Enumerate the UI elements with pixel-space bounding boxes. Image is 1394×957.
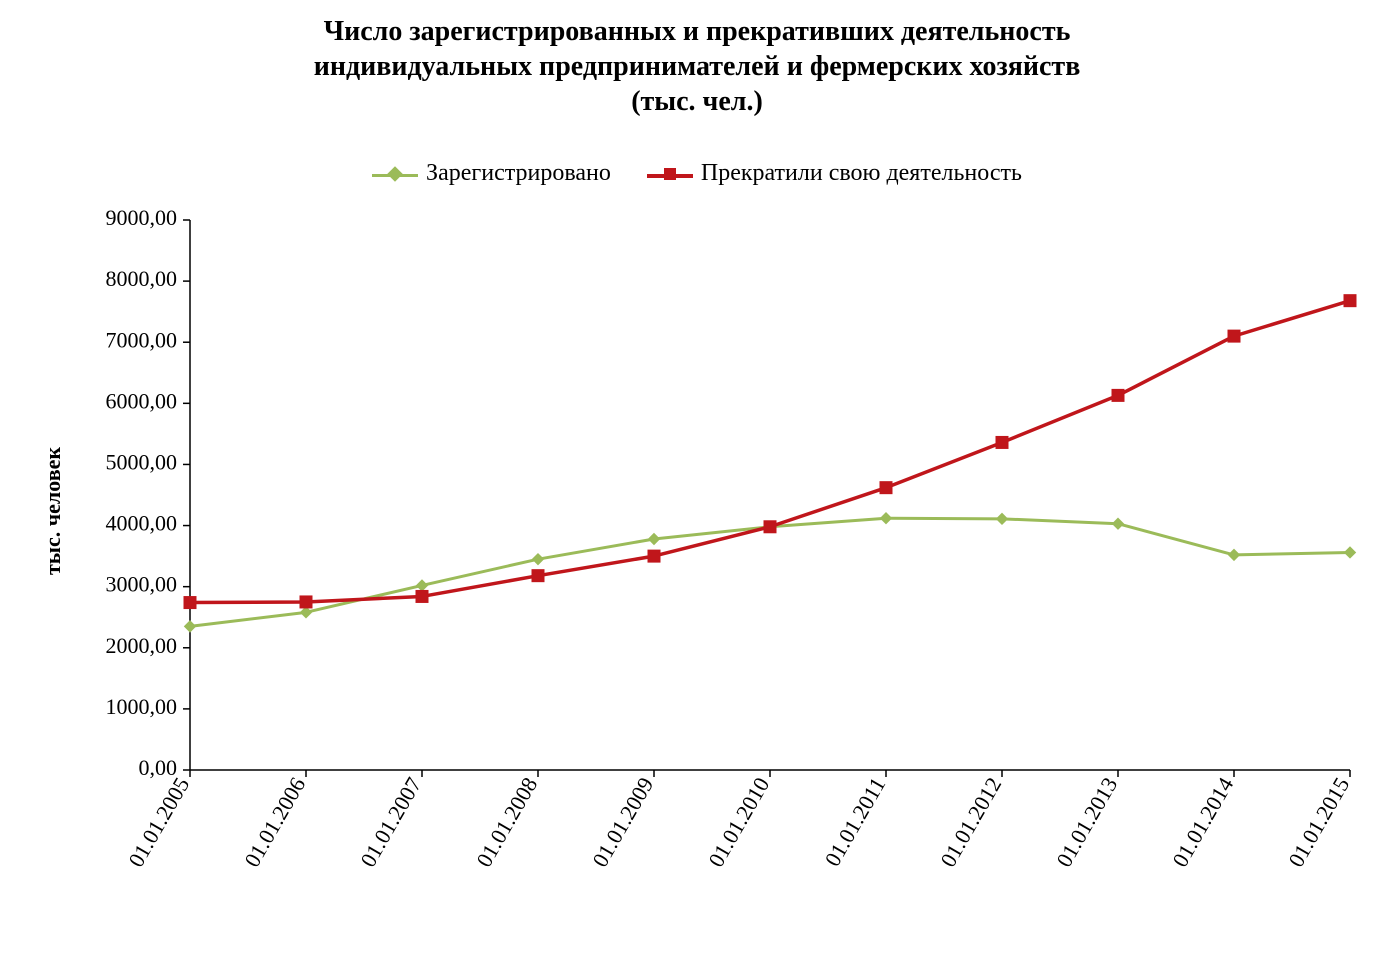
chart-title-line: Число зарегистрированных и прекративших … <box>324 16 1071 47</box>
data-marker <box>185 621 196 632</box>
chart-plot: 0,001000,002000,003000,004000,005000,006… <box>0 0 1394 957</box>
y-tick-label: 3000,00 <box>106 572 178 597</box>
data-marker <box>1113 518 1124 529</box>
y-axis-label: тыс. человек <box>40 447 66 575</box>
x-tick-label: 01.01.2009 <box>587 773 658 871</box>
chart-legend: Зарегистрировано Прекратили свою деятельн… <box>0 160 1394 188</box>
data-marker <box>416 590 428 602</box>
series-line <box>190 518 1350 626</box>
x-tick-label: 01.01.2005 <box>123 773 194 871</box>
x-tick-label: 01.01.2006 <box>239 773 310 871</box>
legend-item: Прекратили свою деятельность <box>647 160 1022 187</box>
x-tick-label: 01.01.2013 <box>1051 773 1122 871</box>
y-tick-label: 8000,00 <box>106 266 178 291</box>
x-tick-label: 01.01.2010 <box>703 773 774 871</box>
x-tick-label: 01.01.2015 <box>1283 773 1354 871</box>
data-marker <box>764 521 776 533</box>
data-marker <box>1229 549 1240 560</box>
data-marker <box>1228 330 1240 342</box>
chart-title: Число зарегистрированных и прекративших … <box>0 14 1394 119</box>
data-marker <box>997 513 1008 524</box>
y-tick-label: 9000,00 <box>106 205 178 230</box>
y-tick-label: 2000,00 <box>106 633 178 658</box>
x-tick-label: 01.01.2014 <box>1167 773 1238 871</box>
x-tick-label: 01.01.2008 <box>471 773 542 871</box>
legend-label: Зарегистрировано <box>426 160 611 187</box>
data-marker <box>880 482 892 494</box>
data-marker <box>881 513 892 524</box>
data-marker <box>996 436 1008 448</box>
data-marker <box>649 534 660 545</box>
y-tick-label: 7000,00 <box>106 327 178 352</box>
data-marker <box>300 596 312 608</box>
y-tick-label: 4000,00 <box>106 511 178 536</box>
chart-title-line: (тыс. чел.) <box>631 86 763 117</box>
y-tick-label: 6000,00 <box>106 388 178 413</box>
legend-marker <box>664 168 676 180</box>
x-tick-label: 01.01.2012 <box>935 773 1006 871</box>
legend-marker <box>387 166 403 182</box>
legend-swatch <box>372 167 418 181</box>
y-tick-label: 1000,00 <box>106 694 178 719</box>
data-marker <box>1112 389 1124 401</box>
series-line <box>190 301 1350 603</box>
data-marker <box>301 607 312 618</box>
chart-title-line: индивидуальных предпринимателей и фермер… <box>314 51 1081 82</box>
x-tick-label: 01.01.2011 <box>820 773 891 871</box>
data-marker <box>648 550 660 562</box>
legend-label: Прекратили свою деятельность <box>701 160 1022 187</box>
x-tick-label: 01.01.2007 <box>355 773 426 871</box>
data-marker <box>1344 295 1356 307</box>
data-marker <box>1345 547 1356 558</box>
legend-swatch <box>647 167 693 181</box>
data-marker <box>533 554 544 565</box>
data-marker <box>184 597 196 609</box>
y-tick-label: 5000,00 <box>106 449 178 474</box>
data-marker <box>417 580 428 591</box>
legend-item: Зарегистрировано <box>372 160 611 187</box>
chart-container: Число зарегистрированных и прекративших … <box>0 0 1394 957</box>
data-marker <box>532 570 544 582</box>
